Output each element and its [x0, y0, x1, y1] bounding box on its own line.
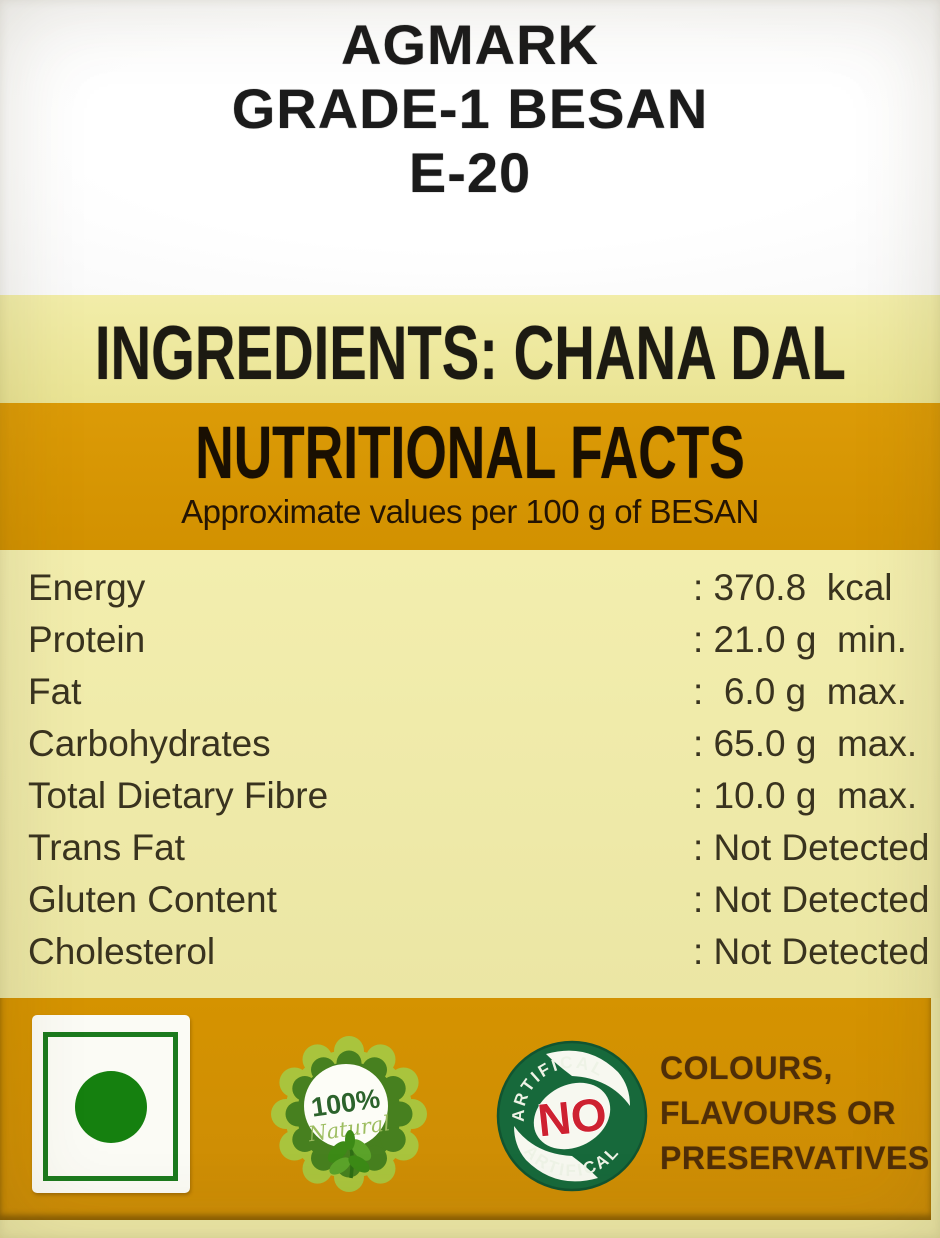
- nutrition-row-gluten: Gluten Content : Not Detected: [0, 874, 940, 926]
- bottom-strip: [0, 1220, 940, 1238]
- veg-symbol-icon: [32, 1015, 190, 1193]
- nutrition-title: NUTRITIONAL FACTS: [195, 411, 745, 494]
- claim-line-1: COLOURS,: [660, 1050, 833, 1086]
- badges-panel: 100% Natural: [0, 998, 931, 1220]
- nutrition-value: : 65.0 g max.: [693, 723, 918, 764]
- nutrition-label: Carbohydrates: [28, 723, 271, 764]
- nutrition-label: Total Dietary Fibre: [28, 775, 329, 816]
- claim-text: COLOURS, FLAVOURS OR PRESERVATIVES: [660, 1046, 930, 1181]
- nutrition-row-energy: Energy : 370.8 kcal: [0, 562, 940, 614]
- nutrition-row-cholesterol: Cholesterol : Not Detected: [0, 926, 940, 978]
- nutrition-row-dietary-fibre: Total Dietary Fibre : 10.0 g max.: [0, 770, 940, 822]
- veg-symbol-frame: [43, 1032, 178, 1181]
- nutrition-header: NUTRITIONAL FACTS Approximate values per…: [0, 403, 940, 550]
- product-title-line-2: GRADE-1 BESAN: [231, 77, 709, 140]
- nutrition-row-protein: Protein : 21.0 g min.: [0, 614, 940, 666]
- nutrition-label: Fat: [28, 671, 82, 712]
- nutrition-value: : 370.8 kcal: [693, 567, 893, 608]
- nutrition-value: : Not Detected: [693, 827, 930, 868]
- nutrition-label: Trans Fat: [28, 827, 185, 868]
- product-title-line-1: AGMARK: [341, 13, 599, 76]
- leaf-sprig-icon: [327, 1130, 372, 1179]
- ingredients-band: INGREDIENTS: CHANA DAL: [0, 295, 940, 403]
- nutrition-value: : 10.0 g max.: [693, 775, 918, 816]
- nutrition-value: : 6.0 g max.: [693, 671, 907, 712]
- swoosh-shape: [514, 1050, 630, 1182]
- nutrition-row-fat: Fat : 6.0 g max.: [0, 666, 940, 718]
- no-artificial-badge-icon: NO ARTIFICAL ARTIFICAL: [496, 1040, 648, 1192]
- nutrition-row-trans-fat: Trans Fat : Not Detected: [0, 822, 940, 874]
- nutrition-table: Energy : 370.8 kcal Protein : 21.0 g min…: [0, 550, 940, 998]
- badges-section: 100% Natural: [0, 998, 940, 1238]
- nutrition-row-carbohydrates: Carbohydrates : 65.0 g max.: [0, 718, 940, 770]
- product-title-line-3: E-20: [408, 141, 532, 204]
- natural-badge-icon: 100% Natural: [271, 1036, 427, 1192]
- claim-line-3: PRESERVATIVES: [660, 1140, 930, 1176]
- nutrition-label: Cholesterol: [28, 931, 216, 972]
- veg-symbol-dot: [74, 1070, 147, 1143]
- nutrition-value: : Not Detected: [693, 879, 930, 920]
- product-title: AGMARK GRADE-1 BESAN E-20: [0, 0, 940, 205]
- claim-line-2: FLAVOURS OR: [660, 1095, 897, 1131]
- ingredients-text: INGREDIENTS: CHANA DAL: [94, 310, 846, 396]
- nutrition-subtitle: Approximate values per 100 g of BESAN: [181, 493, 759, 530]
- nutrition-value: : Not Detected: [693, 931, 930, 972]
- nutrition-value: : 21.0 g min.: [693, 619, 907, 660]
- no-text: NO: [535, 1088, 609, 1147]
- nutrition-label: Energy: [28, 567, 146, 608]
- nutrition-label: Protein: [28, 619, 146, 660]
- nutrition-label: Gluten Content: [28, 879, 277, 920]
- brand-header: AGMARK GRADE-1 BESAN E-20: [0, 0, 940, 295]
